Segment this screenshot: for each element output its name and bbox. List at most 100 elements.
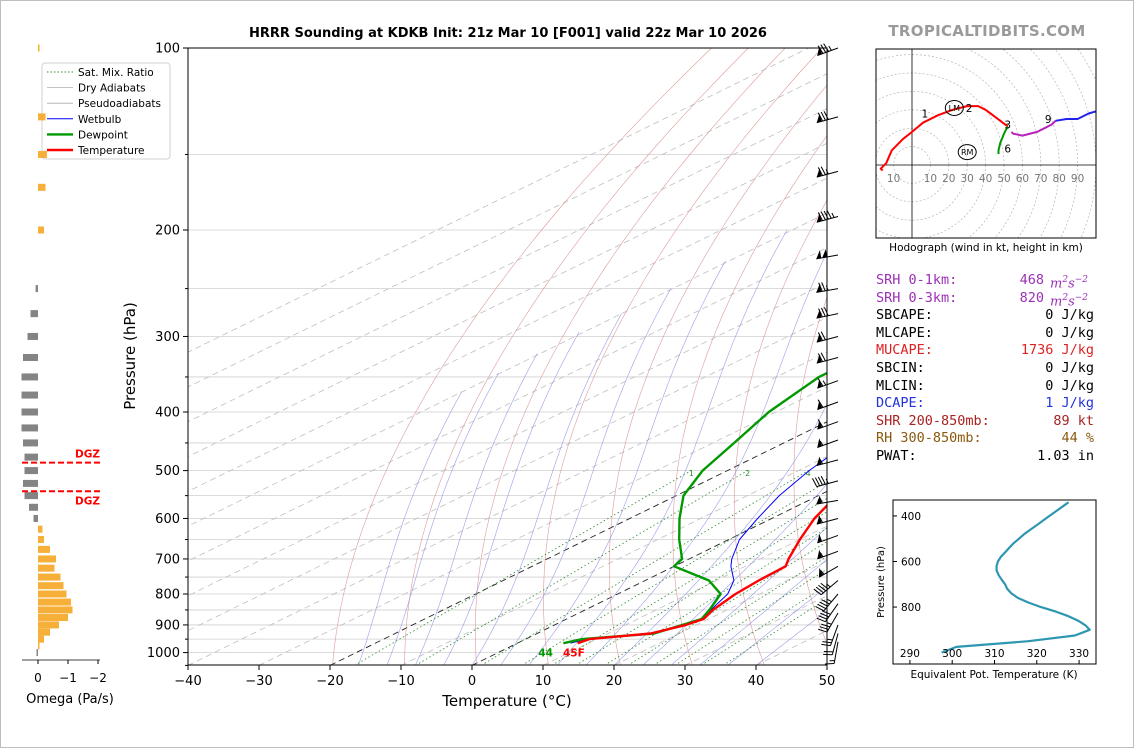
omega-bar bbox=[38, 564, 55, 572]
index-value: 89 kt bbox=[1053, 412, 1094, 429]
wind-barb-staff bbox=[818, 565, 839, 578]
hodograph-ring-label: 70 bbox=[1034, 173, 1047, 185]
surface-temperature-label: 45F bbox=[563, 648, 585, 660]
wind-barb-full bbox=[818, 628, 828, 633]
index-row: RH 300-850mb: 44 % bbox=[876, 430, 1094, 448]
mixing-ratio-line bbox=[627, 541, 827, 665]
omega-bar bbox=[24, 467, 38, 475]
index-row: PWAT: 1.03 in bbox=[876, 448, 1094, 466]
isotherm-line bbox=[400, 456, 827, 665]
index-row: SHR 200-850mb: 89 kt bbox=[876, 412, 1094, 431]
index-label: MLCAPE: bbox=[876, 324, 933, 341]
skewt-axes-box bbox=[187, 47, 828, 666]
wind-barb-half bbox=[831, 212, 835, 218]
x-tick-label: 50 bbox=[819, 674, 836, 689]
wind-barb bbox=[817, 438, 839, 448]
wind-barb bbox=[823, 633, 839, 656]
wind-barb bbox=[816, 307, 839, 319]
omega-panel: DGZ DGZ 0 −1 −2 Omega (Pa/s) bbox=[21, 44, 114, 707]
wind-barb bbox=[824, 641, 839, 665]
index-unit: m2s−2 bbox=[1050, 292, 1089, 309]
wind-barb-full bbox=[820, 211, 826, 221]
theta-e-x-tick-label: 330 bbox=[1069, 648, 1089, 660]
isotherm-line bbox=[188, 351, 827, 665]
wind-barb-flag bbox=[817, 419, 823, 430]
omega-bar bbox=[38, 614, 68, 622]
dgz-label: DGZ bbox=[75, 449, 100, 461]
mixing-ratio-line bbox=[700, 584, 827, 665]
omega-bar bbox=[24, 492, 38, 500]
wind-barb-full bbox=[817, 332, 823, 341]
omega-bar bbox=[38, 606, 73, 614]
wind-barb-staff bbox=[817, 401, 839, 410]
wind-barb-full bbox=[823, 43, 830, 52]
dry-adiabat-line bbox=[733, 199, 827, 665]
omega-bar bbox=[21, 408, 38, 416]
wind-barb-flag bbox=[816, 354, 822, 364]
mixing-ratio-line bbox=[722, 598, 827, 665]
omega-bar bbox=[38, 582, 64, 590]
isotherm-line bbox=[329, 421, 827, 665]
wind-barb bbox=[816, 282, 839, 293]
pseudoadiabat-line bbox=[500, 288, 672, 665]
x-tick-label: −20 bbox=[316, 674, 343, 689]
wind-barb-staff bbox=[816, 170, 839, 178]
theta-e-panel: 290 300 310 320 330 400 600 800 Equivalent Pot. … bbox=[876, 499, 1097, 681]
index-value: 0 J/kg bbox=[1045, 324, 1094, 341]
index-value: 0 J/kg bbox=[1045, 377, 1094, 394]
wind-barb-full bbox=[821, 610, 831, 615]
isotherm-line bbox=[188, 282, 827, 597]
theta-e-x-tick-label: 290 bbox=[900, 648, 920, 660]
wind-barb bbox=[812, 475, 839, 488]
y-tick-label: 200 bbox=[155, 224, 180, 239]
wind-barb-staff bbox=[833, 641, 839, 664]
wind-barb-full bbox=[815, 606, 825, 612]
isotherm-line bbox=[188, 316, 827, 632]
isotherm-line bbox=[188, 212, 827, 527]
mixing-ratio-label: 30 bbox=[1005, 469, 1015, 478]
wind-barb-half bbox=[819, 498, 823, 504]
wind-barb bbox=[816, 515, 839, 525]
index-row: MLCAPE: 0 J/kg bbox=[876, 324, 1094, 343]
mixing-ratio-label: 6 bbox=[843, 469, 848, 478]
hodograph-area: 10 10 20 30 40 50 60 70 80 90 1 2 3 6 9 LM RM bbox=[876, 49, 1096, 238]
omega-tick-label: −1 bbox=[59, 671, 77, 685]
wind-barb-full bbox=[819, 626, 829, 630]
hodograph-segment bbox=[1055, 110, 1096, 122]
pseudoadiabat-line bbox=[670, 526, 827, 665]
wind-barb-half bbox=[820, 570, 825, 575]
theta-e-x-label: Equivalent Pot. Temperature (K) bbox=[910, 669, 1077, 681]
wind-barb-full bbox=[813, 588, 822, 596]
wind-barb bbox=[816, 456, 839, 467]
index-value: 1736 J/kg bbox=[1020, 342, 1094, 359]
wind-barb-flag bbox=[816, 113, 822, 123]
hodograph-height-label: 1 bbox=[922, 108, 929, 120]
pseudoadiabat-line bbox=[471, 313, 622, 665]
omega-bar bbox=[38, 635, 44, 643]
wind-barb-full bbox=[820, 612, 830, 618]
wind-barb-full bbox=[823, 111, 829, 120]
x-axis-label: Temperature (°C) bbox=[441, 692, 571, 710]
isotherm-line bbox=[258, 386, 827, 665]
index-unit: m2s−2 bbox=[1050, 275, 1089, 292]
wind-barb-full bbox=[821, 643, 831, 647]
mixing-ratio-label: 2 bbox=[745, 469, 750, 478]
mixing-ratio-line bbox=[354, 470, 692, 665]
hodograph-ring-label: 10 bbox=[887, 173, 900, 185]
index-row: SBCIN: 0 J/kg bbox=[876, 360, 1094, 378]
index-value: 44 % bbox=[1061, 430, 1094, 447]
hodograph-ring-label: 40 bbox=[979, 173, 992, 185]
hodograph-height-label: 9 bbox=[1045, 114, 1052, 126]
wind-barb-staff bbox=[816, 480, 839, 488]
omega-bar bbox=[38, 535, 44, 543]
wind-barb-half bbox=[822, 380, 827, 386]
pseudoadiabat-line bbox=[443, 331, 580, 665]
index-label: SHR 200-850mb: bbox=[876, 412, 990, 429]
wind-barb-full bbox=[812, 478, 818, 487]
wind-barb-staff bbox=[826, 612, 839, 633]
omega-bar bbox=[38, 573, 61, 581]
wind-barb-full bbox=[819, 601, 828, 607]
theta-e-box bbox=[892, 499, 1097, 665]
wind-barb-staff bbox=[823, 593, 839, 612]
